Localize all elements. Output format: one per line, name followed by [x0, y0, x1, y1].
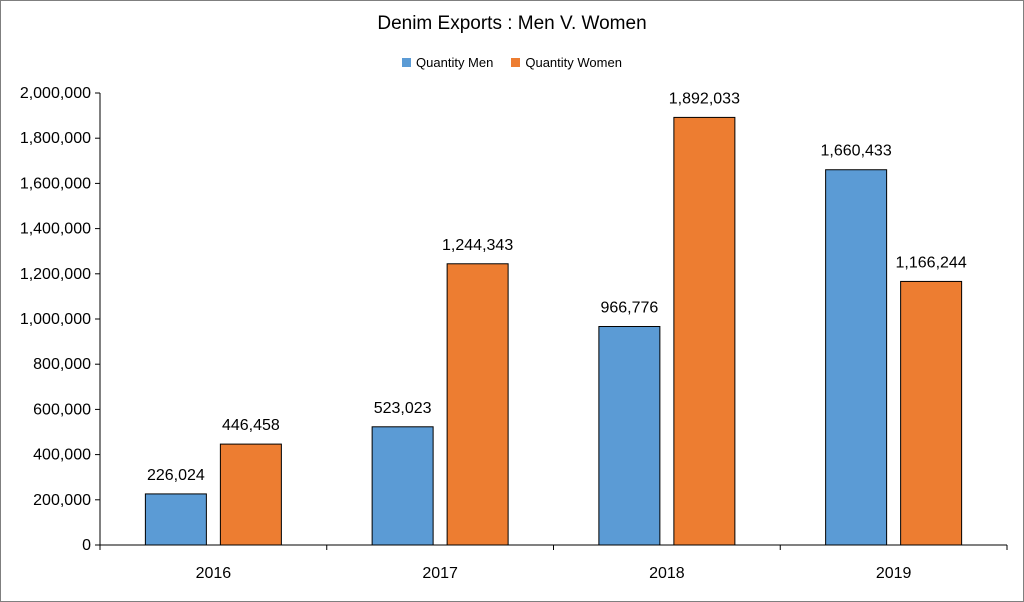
bar-men — [825, 169, 888, 546]
x-tick-label: 2016 — [196, 565, 232, 582]
y-tick-label: 1,000,000 — [20, 311, 91, 328]
data-label-women: 1,892,033 — [669, 90, 740, 107]
bar-women — [446, 263, 509, 546]
legend-item-men: Quantity Men — [402, 55, 493, 70]
x-tick-label: 2017 — [422, 565, 458, 582]
legend-label-women: Quantity Women — [525, 55, 622, 70]
bar-men — [371, 426, 434, 546]
bar-women — [219, 443, 282, 546]
bar-women — [673, 116, 736, 546]
y-tick-label: 0 — [82, 537, 91, 554]
x-tick-label: 2019 — [876, 565, 912, 582]
chart-legend: Quantity Men Quantity Women — [1, 55, 1023, 70]
y-tick-label: 1,800,000 — [20, 130, 91, 147]
bar-men — [144, 493, 207, 546]
data-label-women: 1,244,343 — [442, 237, 513, 254]
y-tick-label: 200,000 — [33, 492, 91, 509]
y-tick-label: 1,200,000 — [20, 266, 91, 283]
legend-swatch-men — [402, 58, 412, 67]
y-tick-label: 400,000 — [33, 447, 91, 464]
y-tick-label: 800,000 — [33, 356, 91, 373]
data-label-men: 1,660,433 — [821, 143, 892, 160]
y-tick-label: 1,600,000 — [20, 175, 91, 192]
data-label-men: 966,776 — [600, 300, 658, 317]
data-label-women: 446,458 — [222, 417, 280, 434]
bar-women — [900, 280, 963, 546]
bar-men — [598, 326, 661, 546]
y-tick-label: 1,400,000 — [20, 221, 91, 238]
y-tick-label: 2,000,000 — [20, 85, 91, 102]
data-label-women: 1,166,244 — [896, 254, 967, 271]
y-tick-label: 600,000 — [33, 401, 91, 418]
legend-swatch-women — [511, 58, 521, 67]
legend-item-women: Quantity Women — [511, 55, 622, 70]
x-tick-label: 2018 — [649, 565, 685, 582]
legend-label-men: Quantity Men — [416, 55, 494, 70]
chart-title: Denim Exports : Men V. Women — [377, 13, 647, 34]
data-label-men: 523,023 — [374, 400, 432, 417]
data-label-men: 226,024 — [147, 467, 205, 484]
